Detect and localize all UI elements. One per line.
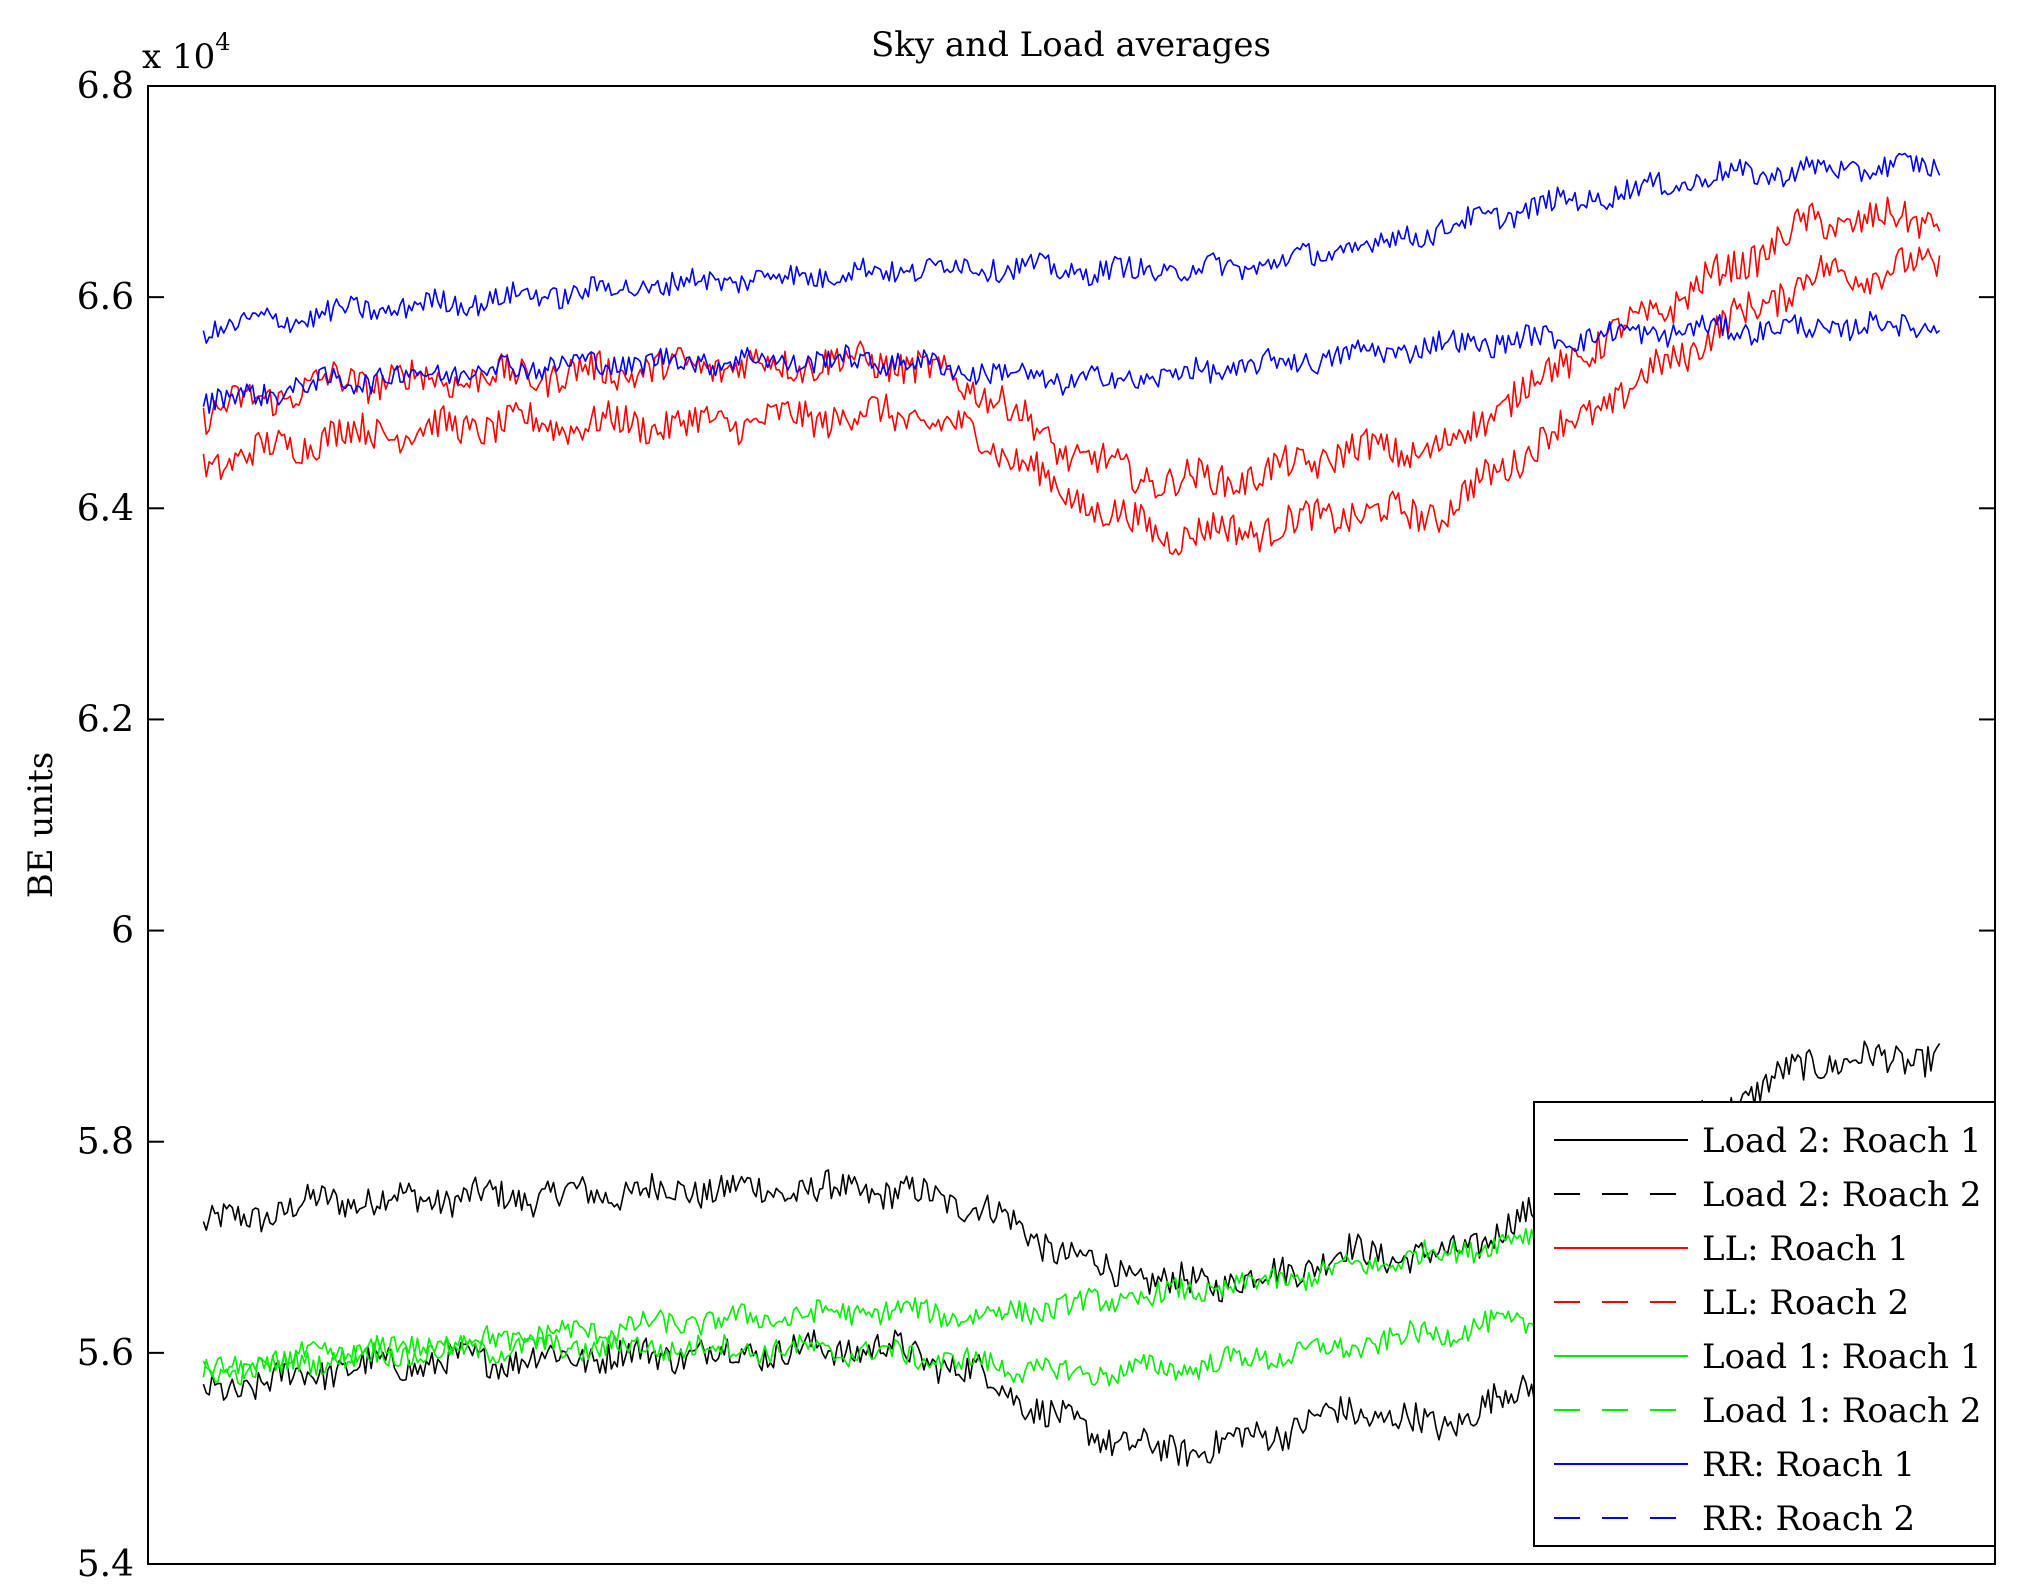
y-multiplier-base: x 10 (142, 37, 215, 77)
series-line-4 (202, 196, 1941, 499)
series-line-8 (202, 311, 1941, 414)
legend-label-7: RR: Roach 1 (1702, 1445, 1915, 1485)
legend-label-5: Load 1: Roach 1 (1702, 1337, 1982, 1377)
y-multiplier: x 104 (142, 28, 231, 77)
chart-title: Sky and Load averages (871, 25, 1271, 65)
legend-label-3: LL: Roach 1 (1702, 1229, 1909, 1269)
series-line-3 (202, 246, 1941, 556)
y-tick-label: 5.4 (77, 1544, 134, 1585)
y-tick-label: 6 (111, 911, 134, 952)
legend-label-2: Load 2: Roach 2 (1702, 1175, 1982, 1215)
y-tick-label: 6.2 (77, 699, 134, 740)
plot-series (202, 152, 1941, 1467)
legend-label-1: Load 2: Roach 1 (1702, 1121, 1982, 1161)
y-tick-label: 5.8 (77, 1122, 134, 1163)
plot-frame (147, 85, 1996, 1565)
legend-box (1533, 1101, 1996, 1547)
legend-label-4: LL: Roach 2 (1702, 1283, 1909, 1323)
y-tick-label: 6.4 (77, 488, 134, 529)
y-tick-label: 6.8 (77, 66, 134, 107)
y-multiplier-exponent: 4 (215, 28, 230, 56)
legend: Load 2: Roach 1 Load 2: Roach 2 LL: Roach … (1533, 1101, 1996, 1547)
legend-label-8: RR: Roach 2 (1702, 1499, 1915, 1539)
y-axis-ticks: 5.4 5.6 5.8 6 6.2 6.4 6.6 6.8 (77, 66, 1995, 1585)
y-tick-label: 6.6 (77, 277, 134, 318)
legend-label-6: Load 1: Roach 2 (1702, 1391, 1982, 1431)
y-tick-label: 5.6 (77, 1333, 134, 1374)
y-axis-label: BE units (21, 752, 61, 898)
series-line-7 (202, 152, 1941, 344)
